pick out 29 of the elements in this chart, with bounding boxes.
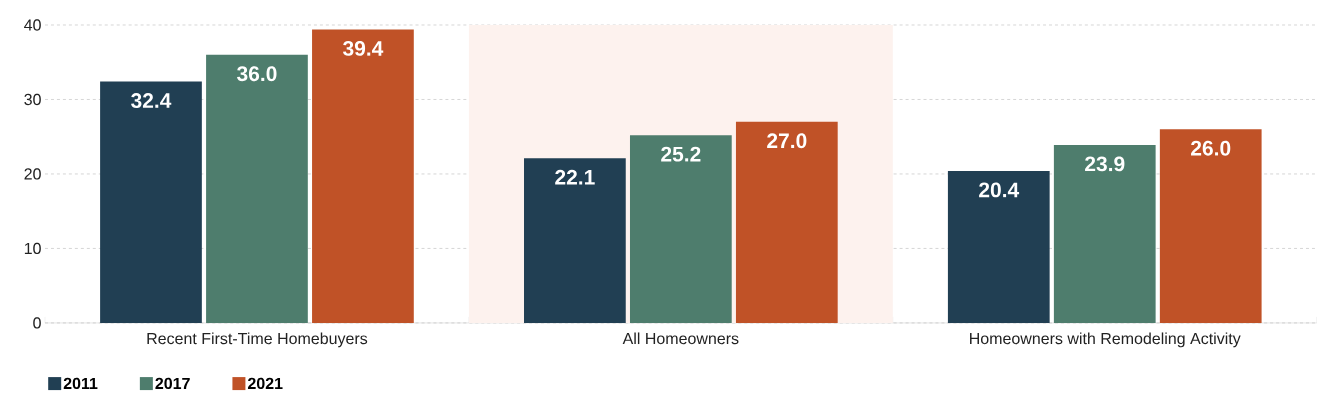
y-tick-label: 0 [33, 317, 41, 329]
y-tick-label: 30 [24, 93, 41, 106]
y-tick-label: 20 [24, 168, 41, 180]
bar [1159, 129, 1262, 323]
bar [735, 121, 838, 323]
data-label: 26.0 [1191, 140, 1231, 156]
bar [206, 54, 308, 323]
legend-label: 2021 [247, 377, 283, 390]
bar [524, 158, 626, 323]
data-label: 23.9 [1085, 156, 1125, 172]
data-label: 25.2 [661, 146, 701, 162]
data-label: 22.1 [555, 169, 595, 185]
data-label: 32.4 [131, 93, 172, 109]
legend-label: 2017 [155, 377, 190, 390]
x-tick-label: Recent First-Time Homebuyers [147, 332, 368, 348]
legend-label: 2011 [63, 377, 98, 390]
bar [312, 29, 414, 323]
bar [629, 135, 732, 323]
bar [947, 171, 1050, 323]
data-label: 20.4 [979, 182, 1020, 198]
y-tick-label: 40 [24, 19, 41, 31]
data-label: 27.0 [767, 133, 807, 149]
x-tick-label: Homeowners with Remodeling Activity [970, 332, 1241, 348]
data-label: 39.4 [342, 41, 384, 56]
data-label: 36.0 [237, 66, 277, 82]
x-tick-label: All Homeowners [622, 332, 739, 345]
bar [100, 81, 202, 323]
y-tick-label: 10 [24, 242, 41, 255]
bar [1053, 144, 1156, 323]
